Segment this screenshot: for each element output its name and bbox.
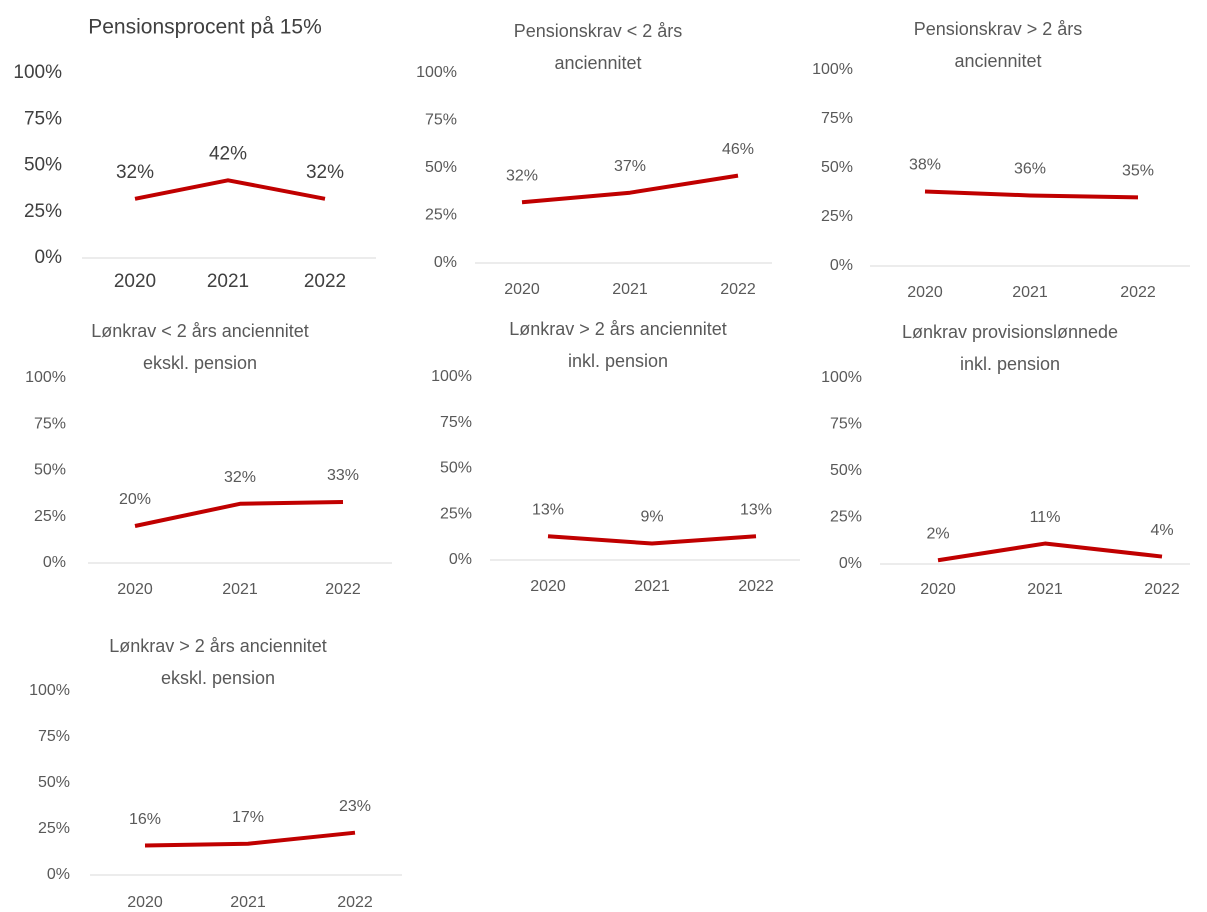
- data-label: 17%: [232, 809, 264, 826]
- data-label: 35%: [1122, 163, 1154, 180]
- x-tick-label: 2021: [612, 281, 648, 298]
- x-tick-label: 2022: [1120, 284, 1156, 301]
- data-label: 13%: [532, 501, 564, 518]
- y-tick-label: 25%: [821, 208, 853, 225]
- chart-title: Lønkrav > 2 års anciennitet: [509, 319, 727, 339]
- data-label: 2%: [926, 525, 949, 542]
- y-tick-label: 25%: [24, 201, 62, 222]
- y-tick-label: 25%: [34, 508, 66, 525]
- data-label: 4%: [1150, 522, 1173, 539]
- data-label: 13%: [740, 501, 772, 518]
- x-tick-label: 2022: [337, 894, 373, 911]
- chart-title: Pensionsprocent på 15%: [88, 16, 322, 39]
- chart-title: Pensionskrav > 2 års: [914, 19, 1083, 39]
- line: [521, 173, 739, 205]
- x-tick-label: 2022: [1144, 581, 1180, 598]
- data-label: 20%: [119, 491, 151, 508]
- y-tick-label: 50%: [440, 460, 472, 477]
- x-tick-label: 2022: [325, 581, 361, 598]
- y-tick-label: 75%: [830, 416, 862, 433]
- x-tick-label: 2021: [634, 578, 670, 595]
- x-tick-label: 2021: [230, 894, 266, 911]
- x-tick-label: 2022: [738, 578, 774, 595]
- x-tick-label: 2021: [1012, 284, 1048, 301]
- x-tick-label: 2020: [504, 281, 540, 298]
- y-tick-label: 0%: [434, 254, 457, 271]
- data-label: 32%: [506, 167, 538, 184]
- line: [134, 499, 344, 528]
- chart-title: Lønkrav provisionslønnede: [902, 322, 1118, 342]
- data-label: 38%: [909, 157, 941, 174]
- x-tick-label: 2020: [114, 271, 156, 292]
- y-tick-label: 75%: [24, 108, 62, 129]
- chart-title: Lønkrav < 2 års anciennitet: [91, 321, 309, 341]
- data-label: 37%: [614, 158, 646, 175]
- y-tick-label: 0%: [47, 866, 70, 883]
- y-tick-label: 25%: [830, 509, 862, 526]
- y-tick-label: 0%: [35, 247, 63, 268]
- y-tick-label: 100%: [29, 682, 70, 699]
- y-tick-label: 50%: [830, 462, 862, 479]
- y-tick-label: 100%: [13, 62, 62, 83]
- y-tick-label: 75%: [38, 728, 70, 745]
- data-label: 42%: [209, 143, 247, 164]
- chart-title: ekskl. pension: [161, 668, 275, 688]
- line: [547, 534, 757, 546]
- x-tick-label: 2020: [127, 894, 163, 911]
- y-tick-label: 75%: [821, 110, 853, 127]
- y-tick-label: 50%: [34, 462, 66, 479]
- data-label: 33%: [327, 467, 359, 484]
- x-tick-label: 2020: [920, 581, 956, 598]
- y-tick-label: 100%: [812, 61, 853, 78]
- x-tick-label: 2020: [530, 578, 566, 595]
- y-tick-label: 0%: [839, 555, 862, 572]
- y-tick-label: 100%: [25, 369, 66, 386]
- data-label: 23%: [339, 798, 371, 815]
- x-tick-label: 2021: [1027, 581, 1063, 598]
- data-label: 36%: [1014, 161, 1046, 178]
- chart-title: Lønkrav > 2 års anciennitet: [109, 636, 327, 656]
- line: [144, 830, 356, 848]
- y-tick-label: 0%: [449, 551, 472, 568]
- chart-title: inkl. pension: [960, 354, 1060, 374]
- chart-title: ekskl. pension: [143, 353, 257, 373]
- data-label: 9%: [640, 509, 663, 526]
- x-tick-label: 2022: [304, 271, 346, 292]
- y-tick-label: 0%: [830, 257, 853, 274]
- y-tick-label: 50%: [821, 159, 853, 176]
- line: [134, 178, 326, 201]
- y-tick-label: 50%: [425, 159, 457, 176]
- y-tick-label: 100%: [416, 64, 457, 81]
- y-tick-label: 50%: [38, 774, 70, 791]
- y-tick-label: 25%: [425, 207, 457, 224]
- chart-title: anciennitet: [554, 53, 641, 73]
- x-tick-label: 2022: [720, 281, 756, 298]
- x-tick-label: 2020: [907, 284, 943, 301]
- line: [937, 541, 1163, 563]
- data-label: 46%: [722, 141, 754, 158]
- data-label: 11%: [1030, 509, 1061, 526]
- y-tick-label: 25%: [440, 505, 472, 522]
- y-tick-label: 75%: [440, 414, 472, 431]
- x-tick-label: 2021: [222, 581, 258, 598]
- y-tick-label: 100%: [431, 368, 472, 385]
- data-label: 16%: [129, 811, 161, 828]
- y-tick-label: 50%: [24, 155, 62, 176]
- chart-title: anciennitet: [954, 51, 1041, 71]
- chart-title: Pensionskrav < 2 års: [514, 21, 683, 41]
- y-tick-label: 0%: [43, 554, 66, 571]
- y-tick-label: 100%: [821, 369, 862, 386]
- y-tick-label: 75%: [425, 112, 457, 129]
- data-label: 32%: [224, 469, 256, 486]
- y-tick-label: 25%: [38, 820, 70, 837]
- line: [924, 189, 1139, 200]
- data-label: 32%: [306, 162, 344, 183]
- y-tick-label: 75%: [34, 415, 66, 432]
- x-tick-label: 2021: [207, 271, 249, 292]
- chart-title: inkl. pension: [568, 351, 668, 371]
- data-label: 32%: [116, 162, 154, 183]
- x-tick-label: 2020: [117, 581, 153, 598]
